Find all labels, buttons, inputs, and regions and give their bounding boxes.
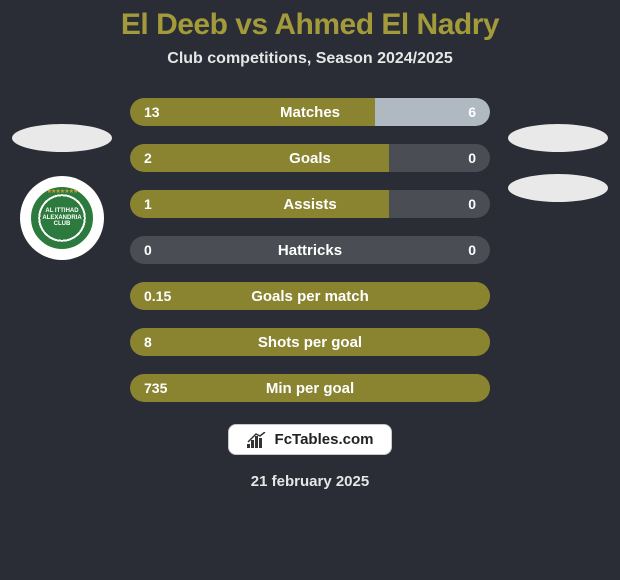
stat-label: Matches — [130, 104, 490, 121]
stat-label: Goals per match — [130, 288, 490, 305]
stat-row: 00Hattricks — [130, 236, 490, 264]
stat-row: 136Matches — [130, 98, 490, 126]
page-subtitle: Club competitions, Season 2024/2025 — [167, 50, 452, 68]
page-title: El Deeb vs Ahmed El Nadry — [121, 8, 499, 42]
stat-row: 0.15Goals per match — [130, 282, 490, 310]
brand-text: FcTables.com — [275, 431, 374, 448]
club-badge-text: AL ITTIHADALEXANDRIA CLUB — [34, 208, 90, 228]
stat-row: 8Shots per goal — [130, 328, 490, 356]
stat-label: Assists — [130, 196, 490, 213]
stat-row: 20Goals — [130, 144, 490, 172]
stat-row: 735Min per goal — [130, 374, 490, 402]
stat-label: Shots per goal — [130, 334, 490, 351]
stat-row: 10Assists — [130, 190, 490, 218]
brand-badge: FcTables.com — [228, 424, 393, 455]
stats-table: 136Matches 20Goals 10Assists 00Hattricks 0.1… — [0, 98, 620, 402]
footer-date: 21 february 2025 — [251, 473, 369, 490]
stat-label: Goals — [130, 150, 490, 167]
brand-logo-icon — [247, 432, 267, 448]
stat-label: Hattricks — [130, 242, 490, 259]
stat-label: Min per goal — [130, 380, 490, 397]
